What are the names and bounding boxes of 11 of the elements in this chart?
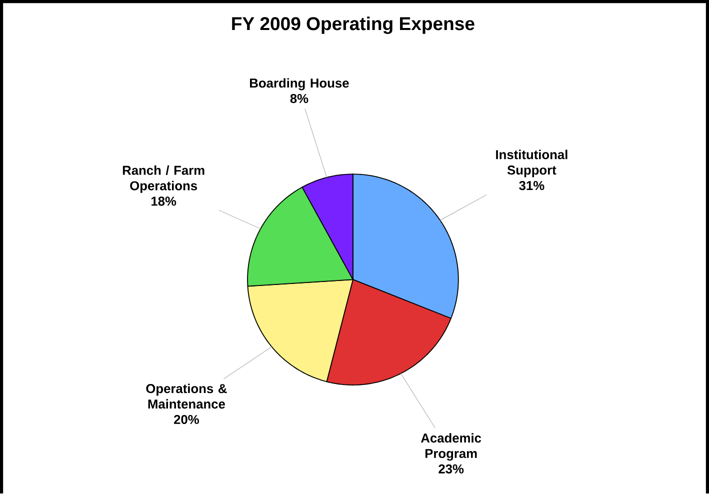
slice-label: Academic Program bbox=[420, 433, 482, 461]
data-label: 8% bbox=[290, 94, 308, 104]
slice-label: Institutional Support bbox=[496, 150, 568, 178]
data-label: 18% bbox=[152, 196, 176, 206]
data-label: 20% bbox=[174, 414, 199, 424]
slice-label: Operations & Maintenance bbox=[146, 384, 227, 409]
slice-label: Ranch / Farm Operations bbox=[122, 165, 204, 193]
data-label: 31% bbox=[519, 180, 544, 190]
data-label: 23% bbox=[438, 464, 464, 474]
slice-label: Boarding House bbox=[250, 78, 349, 90]
chart-title: FY 2009 Operating Expense bbox=[232, 16, 474, 34]
